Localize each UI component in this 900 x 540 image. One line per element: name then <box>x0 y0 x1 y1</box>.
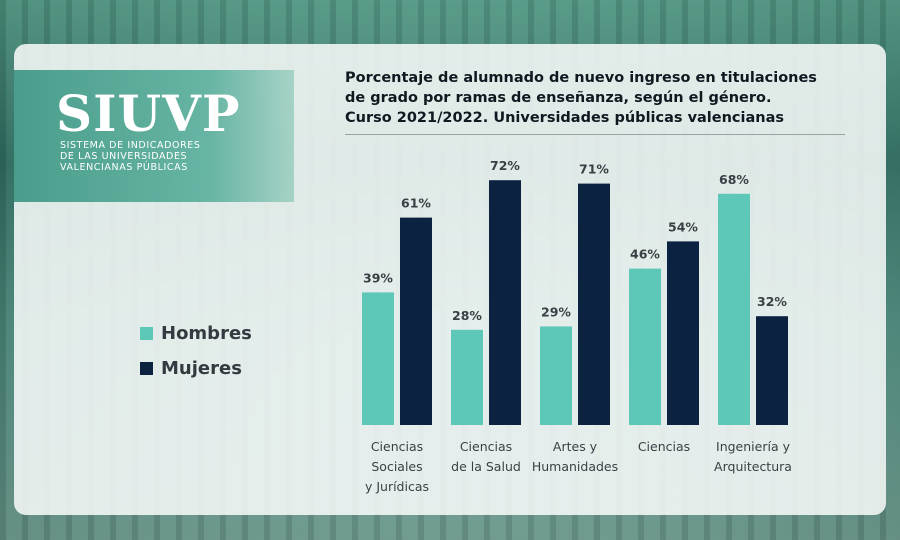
bar-mujeres-2 <box>578 183 610 425</box>
bar-hombres-4 <box>718 193 750 425</box>
legend-label-hombres: Hombres <box>161 323 252 344</box>
legend-swatch-hombres <box>140 327 153 340</box>
chart-title-line: de grado por ramas de enseñanza, según e… <box>345 90 772 106</box>
brand-logo: SIUVP <box>56 84 241 143</box>
category-label-2: Humanidades <box>532 459 618 474</box>
bar-hombres-1 <box>451 329 483 425</box>
legend-label-mujeres: Mujeres <box>161 358 242 379</box>
legend-item-hombres: Hombres <box>140 323 252 344</box>
brand-subtitle-line: DE LAS UNIVERSIDADES <box>60 151 188 162</box>
category-label-1: Ciencias <box>460 439 512 454</box>
bar-hombres-0 <box>362 292 394 425</box>
data-label-hombres-4: 68% <box>719 172 749 187</box>
category-label-1: de la Salud <box>451 459 521 474</box>
data-label-mujeres-3: 54% <box>668 219 698 234</box>
bar-mujeres-3 <box>667 241 699 425</box>
chart-title-line: Curso 2021/2022. Universidades públicas … <box>345 110 785 126</box>
chart-title: Porcentaje de alumnado de nuevo ingreso … <box>345 68 845 128</box>
category-label-0: Sociales <box>371 459 422 474</box>
category-label-4: Ingeniería y <box>716 439 791 454</box>
brand-subtitle-line: VALENCIANAS PÚBLICAS <box>60 162 188 173</box>
brand-subtitle-line: SISTEMA DE INDICADORES <box>60 140 201 151</box>
data-label-mujeres-1: 72% <box>490 158 520 173</box>
category-label-3: Ciencias <box>638 439 690 454</box>
data-label-hombres-3: 46% <box>630 247 660 262</box>
data-label-mujeres-2: 71% <box>579 162 609 177</box>
legend-swatch-mujeres <box>140 362 153 375</box>
category-label-0: Ciencias <box>371 439 423 454</box>
bar-mujeres-4 <box>756 316 788 425</box>
category-label-2: Artes y <box>553 439 598 454</box>
data-label-hombres-1: 28% <box>452 308 482 323</box>
data-label-mujeres-4: 32% <box>757 294 787 309</box>
logo-panel <box>14 70 294 202</box>
bar-hombres-2 <box>540 326 572 425</box>
category-label-0: y Jurídicas <box>365 479 429 494</box>
category-label-4: Arquitectura <box>714 459 792 474</box>
data-label-hombres-2: 29% <box>541 304 571 319</box>
bar-hombres-3 <box>629 268 661 425</box>
bar-mujeres-0 <box>400 217 432 425</box>
chart-title-line: Porcentaje de alumnado de nuevo ingreso … <box>345 70 817 86</box>
legend-item-mujeres: Mujeres <box>140 358 242 379</box>
bar-mujeres-1 <box>489 180 521 425</box>
data-label-mujeres-0: 61% <box>401 196 431 211</box>
data-label-hombres-0: 39% <box>363 270 393 285</box>
title-divider <box>345 134 845 135</box>
